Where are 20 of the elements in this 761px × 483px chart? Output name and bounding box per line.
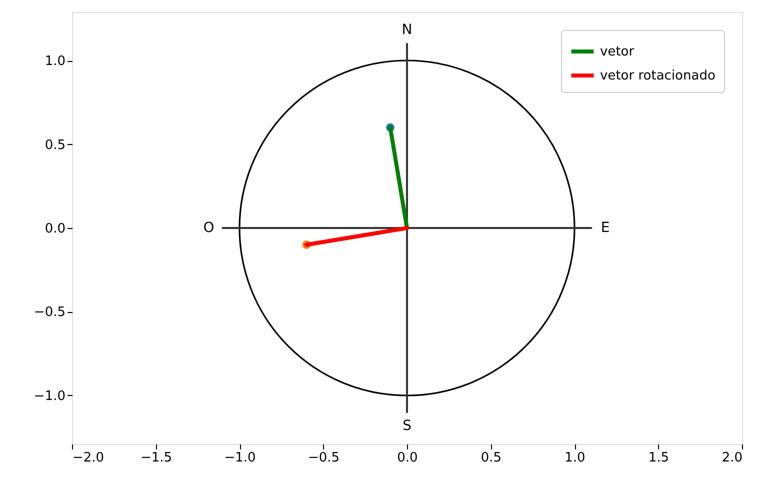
y-tick-label: −0.5 (34, 305, 66, 320)
x-tick-label: 0.5 (480, 450, 502, 466)
legend-label: vetor (600, 44, 635, 60)
x-tick-label: 1.5 (648, 450, 670, 466)
y-tick-label: −1.0 (34, 388, 66, 404)
y-tick-label: 0.5 (44, 138, 66, 153)
annotation: E (600, 220, 610, 236)
legend-label: vetor rotacionado (600, 68, 716, 84)
annotation: N (402, 22, 412, 38)
x-tick-label: −0.5 (308, 450, 340, 466)
x-tick-label: 2.0 (722, 450, 742, 466)
x-tick-label: 1.0 (564, 450, 586, 466)
x-tick-label: −2.0 (72, 450, 104, 466)
x-tick-label: −1.5 (140, 450, 172, 466)
annotation: O (203, 220, 214, 236)
x-tick-label: 0.0 (397, 450, 418, 466)
x-tick-label: −1.0 (224, 450, 256, 466)
annotation: S (402, 418, 412, 434)
y-tick-label: 0.0 (44, 222, 66, 236)
y-tick-label: 1.0 (44, 54, 66, 70)
